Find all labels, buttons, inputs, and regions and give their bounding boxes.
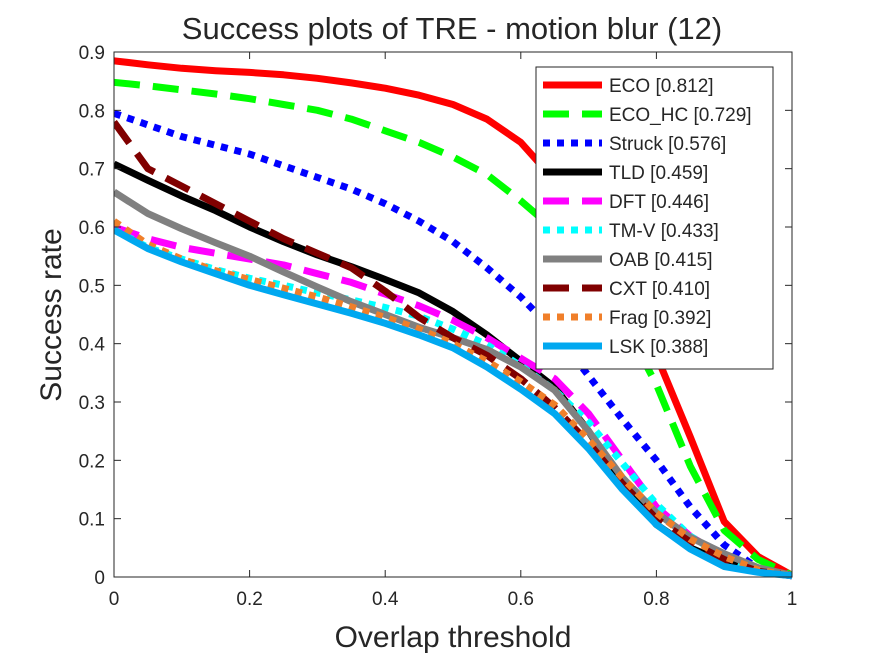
series-line-5 bbox=[114, 226, 792, 580]
series-line-8 bbox=[114, 218, 792, 580]
x-tick-label: 0.2 bbox=[236, 589, 262, 610]
legend-label-8: Frag [0.392] bbox=[609, 308, 711, 329]
x-tick-label: 0.6 bbox=[508, 589, 534, 610]
x-tick-label: 0.4 bbox=[372, 589, 399, 610]
y-axis-label: Success rate bbox=[35, 228, 68, 401]
tick-labels: 0 0.2 0.4 0.6 0.8 1 0 0.1 0.2 0.3 0.4 0.5 0.6 0.7 0.8 0… bbox=[79, 43, 798, 610]
legend-label-7: CXT [0.410] bbox=[609, 279, 710, 300]
legend-label-5: TM-V [0.433] bbox=[609, 221, 719, 242]
axes bbox=[113, 51, 793, 578]
series-line-1 bbox=[114, 78, 792, 579]
legend-label-9: LSK [0.388] bbox=[609, 337, 708, 358]
legend-label-0: ECO [0.812] bbox=[609, 76, 714, 97]
x-tick-label: 1 bbox=[787, 589, 798, 610]
series-line-0 bbox=[114, 57, 792, 579]
legend-label-1: ECO_HC [0.729] bbox=[609, 105, 752, 126]
x-tick-label: 0 bbox=[109, 589, 120, 610]
y-tick-label: 0.9 bbox=[79, 43, 105, 64]
legend-label-3: TLD [0.459] bbox=[609, 163, 708, 184]
x-axis-label: Overlap threshold bbox=[335, 621, 572, 654]
y-tick-label: 0.5 bbox=[79, 276, 105, 297]
series-line-2 bbox=[114, 109, 792, 580]
y-tick-label: 0.3 bbox=[79, 393, 105, 414]
y-tick-label: 0.7 bbox=[79, 160, 105, 181]
chart-title: Success plots of TRE - motion blur (12) bbox=[182, 11, 722, 46]
legend-label-2: Struck [0.576] bbox=[609, 134, 726, 155]
y-tick-label: 0 bbox=[94, 568, 105, 589]
y-tick-label: 0.8 bbox=[79, 101, 105, 122]
y-tick-label: 0.2 bbox=[79, 451, 105, 472]
y-tick-label: 0.1 bbox=[79, 510, 105, 531]
y-tick-label: 0.6 bbox=[79, 218, 105, 239]
legend-label-4: DFT [0.446] bbox=[609, 192, 709, 213]
series-lines bbox=[114, 57, 792, 580]
y-tick-label: 0.4 bbox=[79, 335, 106, 356]
legend: ECO [0.812] ECO_HC [0.729] Struck [0.576] T… bbox=[535, 66, 774, 370]
x-tick-label: 0.8 bbox=[643, 589, 669, 610]
series-line-9 bbox=[114, 226, 792, 580]
legend-label-6: OAB [0.415] bbox=[609, 250, 713, 271]
axes-box bbox=[113, 51, 793, 578]
